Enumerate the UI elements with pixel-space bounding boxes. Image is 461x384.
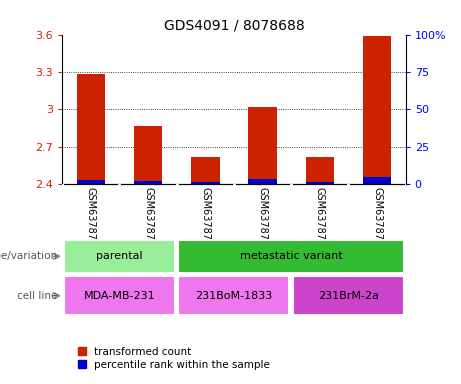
Bar (134, 126, 162, 184)
Text: GSM637872: GSM637872 (86, 187, 96, 246)
Text: parental: parental (96, 251, 143, 262)
Bar (134, 181, 162, 184)
Title: GDS4091 / 8078688: GDS4091 / 8078688 (164, 18, 304, 32)
Text: genotype/variation: genotype/variation (0, 251, 58, 262)
Bar (77, 180, 105, 184)
Bar (248, 179, 277, 184)
Text: cell line: cell line (17, 291, 58, 301)
FancyBboxPatch shape (64, 276, 175, 315)
Bar (363, 36, 391, 184)
Text: GSM637875: GSM637875 (258, 187, 267, 246)
Legend: transformed count, percentile rank within the sample: transformed count, percentile rank withi… (77, 346, 271, 371)
Bar (77, 74, 105, 184)
FancyBboxPatch shape (64, 240, 175, 273)
Bar (191, 182, 219, 184)
Text: GSM637877: GSM637877 (372, 187, 382, 246)
FancyBboxPatch shape (293, 276, 404, 315)
Bar (306, 182, 334, 184)
Text: GSM637876: GSM637876 (315, 187, 325, 246)
Text: GSM637873: GSM637873 (143, 187, 153, 246)
Text: 231BoM-1833: 231BoM-1833 (195, 291, 272, 301)
Bar (306, 157, 334, 184)
Text: metastatic variant: metastatic variant (240, 251, 343, 262)
Text: MDA-MB-231: MDA-MB-231 (83, 291, 155, 301)
Bar (191, 157, 219, 184)
Bar (363, 177, 391, 184)
Text: GSM637874: GSM637874 (201, 187, 210, 246)
FancyBboxPatch shape (178, 276, 290, 315)
Text: 231BrM-2a: 231BrM-2a (318, 291, 379, 301)
Bar (248, 107, 277, 184)
FancyBboxPatch shape (178, 240, 404, 273)
